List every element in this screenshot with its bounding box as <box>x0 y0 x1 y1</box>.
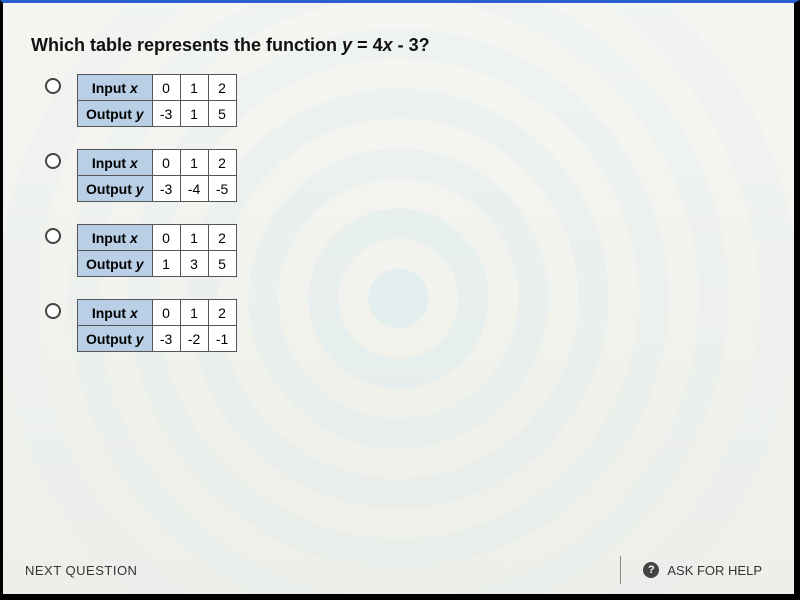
input-header: Input x <box>78 225 153 251</box>
input-cell: 1 <box>180 225 208 251</box>
output-cell: 1 <box>152 251 180 277</box>
output-cell: -3 <box>152 101 180 127</box>
output-cell: -2 <box>180 326 208 352</box>
output-header: Output y <box>78 326 153 352</box>
answer-options: Input x012Output y-315Input x012Output y… <box>45 74 766 352</box>
input-header: Input x <box>78 75 153 101</box>
question-fn-x: x <box>383 35 393 55</box>
input-cell: 2 <box>208 150 236 176</box>
input-cell: 0 <box>152 150 180 176</box>
help-icon: ? <box>643 562 659 578</box>
question-page: Which table represents the function y = … <box>3 3 794 594</box>
input-cell: 2 <box>208 75 236 101</box>
output-cell: -4 <box>180 176 208 202</box>
question-prefix: Which table represents the function <box>31 35 342 55</box>
output-cell: -3 <box>152 176 180 202</box>
input-cell: 1 <box>180 300 208 326</box>
output-cell: 3 <box>180 251 208 277</box>
output-cell: -1 <box>208 326 236 352</box>
input-cell: 1 <box>180 75 208 101</box>
output-cell: -5 <box>208 176 236 202</box>
answer-option-1[interactable]: Input x012 Output y-3-4-5 <box>45 149 766 202</box>
output-header: Output y <box>78 101 153 127</box>
output-header: Output y <box>78 251 153 277</box>
answer-option-0[interactable]: Input x012 Output y-315 <box>45 74 766 127</box>
output-cell: -3 <box>152 326 180 352</box>
radio-option-1[interactable] <box>45 153 61 169</box>
radio-option-3[interactable] <box>45 303 61 319</box>
output-header: Output y <box>78 176 153 202</box>
input-cell: 0 <box>152 75 180 101</box>
radio-option-2[interactable] <box>45 228 61 244</box>
question-prompt: Which table represents the function y = … <box>31 35 766 56</box>
output-cell: 5 <box>208 251 236 277</box>
function-table-1: Input x012 Output y-3-4-5 <box>77 149 237 202</box>
ask-help-button[interactable]: ? ASK FOR HELP <box>620 556 762 584</box>
ask-help-label: ASK FOR HELP <box>667 563 762 578</box>
function-table-0: Input x012 Output y-315 <box>77 74 237 127</box>
question-fn-rest: - 3? <box>393 35 430 55</box>
input-cell: 1 <box>180 150 208 176</box>
input-cell: 2 <box>208 225 236 251</box>
output-cell: 5 <box>208 101 236 127</box>
output-cell: 1 <box>180 101 208 127</box>
input-cell: 2 <box>208 300 236 326</box>
next-question-button[interactable]: NEXT QUESTION <box>25 563 137 578</box>
input-header: Input x <box>78 300 153 326</box>
function-table-2: Input x012Output y135 <box>77 224 237 277</box>
answer-option-2[interactable]: Input x012Output y135 <box>45 224 766 277</box>
answer-option-3[interactable]: Input x012 Output y-3-2-1 <box>45 299 766 352</box>
input-cell: 0 <box>152 225 180 251</box>
radio-option-0[interactable] <box>45 78 61 94</box>
footer-bar: NEXT QUESTION ? ASK FOR HELP <box>3 556 794 584</box>
question-fn-eq: = 4 <box>352 35 383 55</box>
input-header: Input x <box>78 150 153 176</box>
question-fn-y: y <box>342 35 352 55</box>
function-table-3: Input x012 Output y-3-2-1 <box>77 299 237 352</box>
input-cell: 0 <box>152 300 180 326</box>
